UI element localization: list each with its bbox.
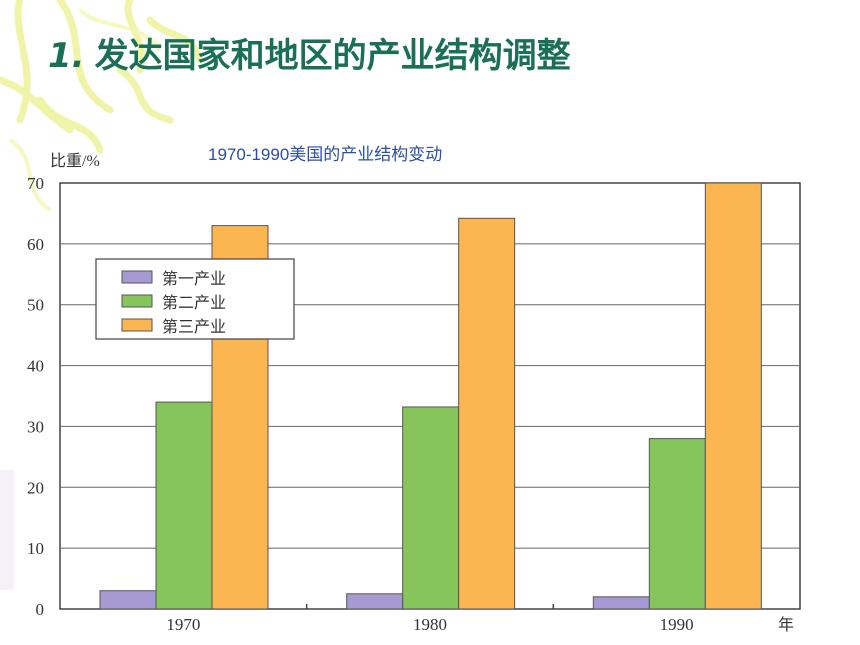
bar-3-1990 bbox=[704, 182, 762, 610]
bar-2-1970 bbox=[155, 401, 213, 610]
x-tick-label: 1990 bbox=[660, 615, 694, 634]
y-tick-label: 70 bbox=[27, 174, 44, 193]
y-tick-label: 40 bbox=[27, 357, 44, 376]
legend-swatch-3 bbox=[121, 318, 153, 332]
x-axis-label: 年 bbox=[778, 616, 794, 634]
chart-title: 1970-1990美国的产业结构变动 bbox=[208, 145, 443, 164]
bar-2-1980 bbox=[402, 406, 460, 610]
bar-2-1990 bbox=[648, 438, 706, 610]
slide-number: 1. bbox=[48, 36, 85, 76]
y-tick-label: 10 bbox=[27, 539, 44, 558]
y-tick-label: 60 bbox=[27, 235, 44, 254]
slide-title-text: 发达国家和地区的产业结构调整 bbox=[94, 36, 571, 76]
legend-swatch-1 bbox=[121, 270, 153, 284]
bar-1-1970 bbox=[99, 590, 157, 610]
x-tick-label: 1980 bbox=[413, 615, 447, 634]
legend-swatch-2 bbox=[121, 294, 153, 308]
y-tick-label: 20 bbox=[27, 478, 44, 497]
y-tick-label: 30 bbox=[27, 417, 44, 436]
slide-title: 1. 发达国家和地区的产业结构调整 bbox=[48, 28, 571, 77]
legend-label-1: 第一产业 bbox=[162, 269, 226, 288]
legend-label-3: 第三产业 bbox=[162, 317, 226, 336]
bar-3-1980 bbox=[458, 217, 516, 610]
bar-1-1980 bbox=[346, 593, 404, 610]
y-axis-label: 比重/% bbox=[50, 152, 100, 170]
y-tick-label: 50 bbox=[27, 296, 44, 315]
x-tick-label: 1970 bbox=[166, 615, 200, 634]
legend-label-2: 第二产业 bbox=[162, 293, 226, 312]
bar-1-1990 bbox=[592, 596, 650, 610]
y-tick-label: 0 bbox=[36, 600, 45, 619]
